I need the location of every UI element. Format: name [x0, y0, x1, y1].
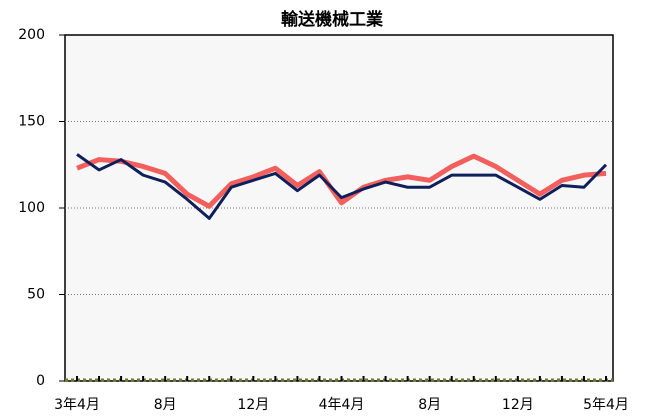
- x-tick-label: 8月: [418, 397, 441, 413]
- x-tick-label: 5年4月: [583, 397, 629, 413]
- y-tick-label: 150: [18, 114, 45, 130]
- data-line: [76, 153, 608, 220]
- x-tick-label: 3年4月: [54, 397, 100, 413]
- y-tick-label: 100: [18, 200, 45, 216]
- y-tick-label: 200: [18, 27, 45, 43]
- y-tick-label: 50: [27, 287, 45, 303]
- x-tick-label: 12月: [237, 397, 269, 413]
- x-tick-label: 12月: [502, 397, 534, 413]
- x-tick-label: 4年4月: [319, 397, 365, 413]
- data-line: [76, 153, 607, 209]
- x-tick-label: 8月: [154, 397, 177, 413]
- y-tick-label: 0: [36, 373, 45, 389]
- chart-title: 輸送機械工業: [281, 9, 383, 30]
